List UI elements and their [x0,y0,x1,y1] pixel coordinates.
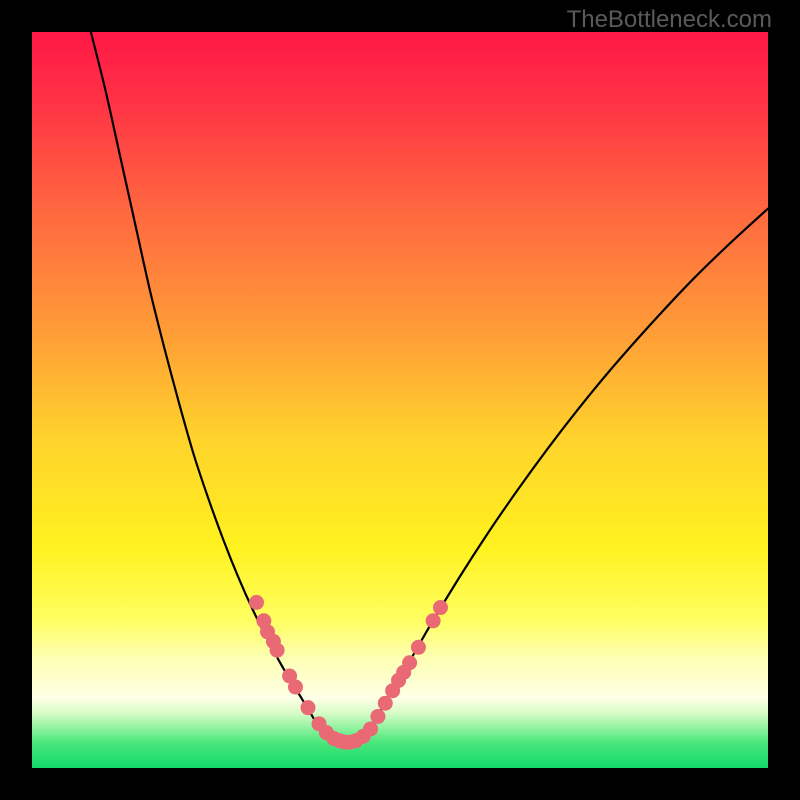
data-marker [301,700,316,715]
data-marker [249,595,264,610]
data-marker [270,643,285,658]
bottleneck-curve-chart [32,32,768,768]
data-marker [402,655,417,670]
data-marker [433,600,448,615]
data-marker [378,696,393,711]
plot-area [32,32,768,768]
data-marker [411,640,426,655]
data-marker [288,680,303,695]
plot-background [32,32,768,768]
data-marker [426,613,441,628]
data-marker [363,721,378,736]
watermark-text: TheBottleneck.com [567,6,772,34]
chart-frame: TheBottleneck.com [0,0,800,800]
data-marker [370,709,385,724]
